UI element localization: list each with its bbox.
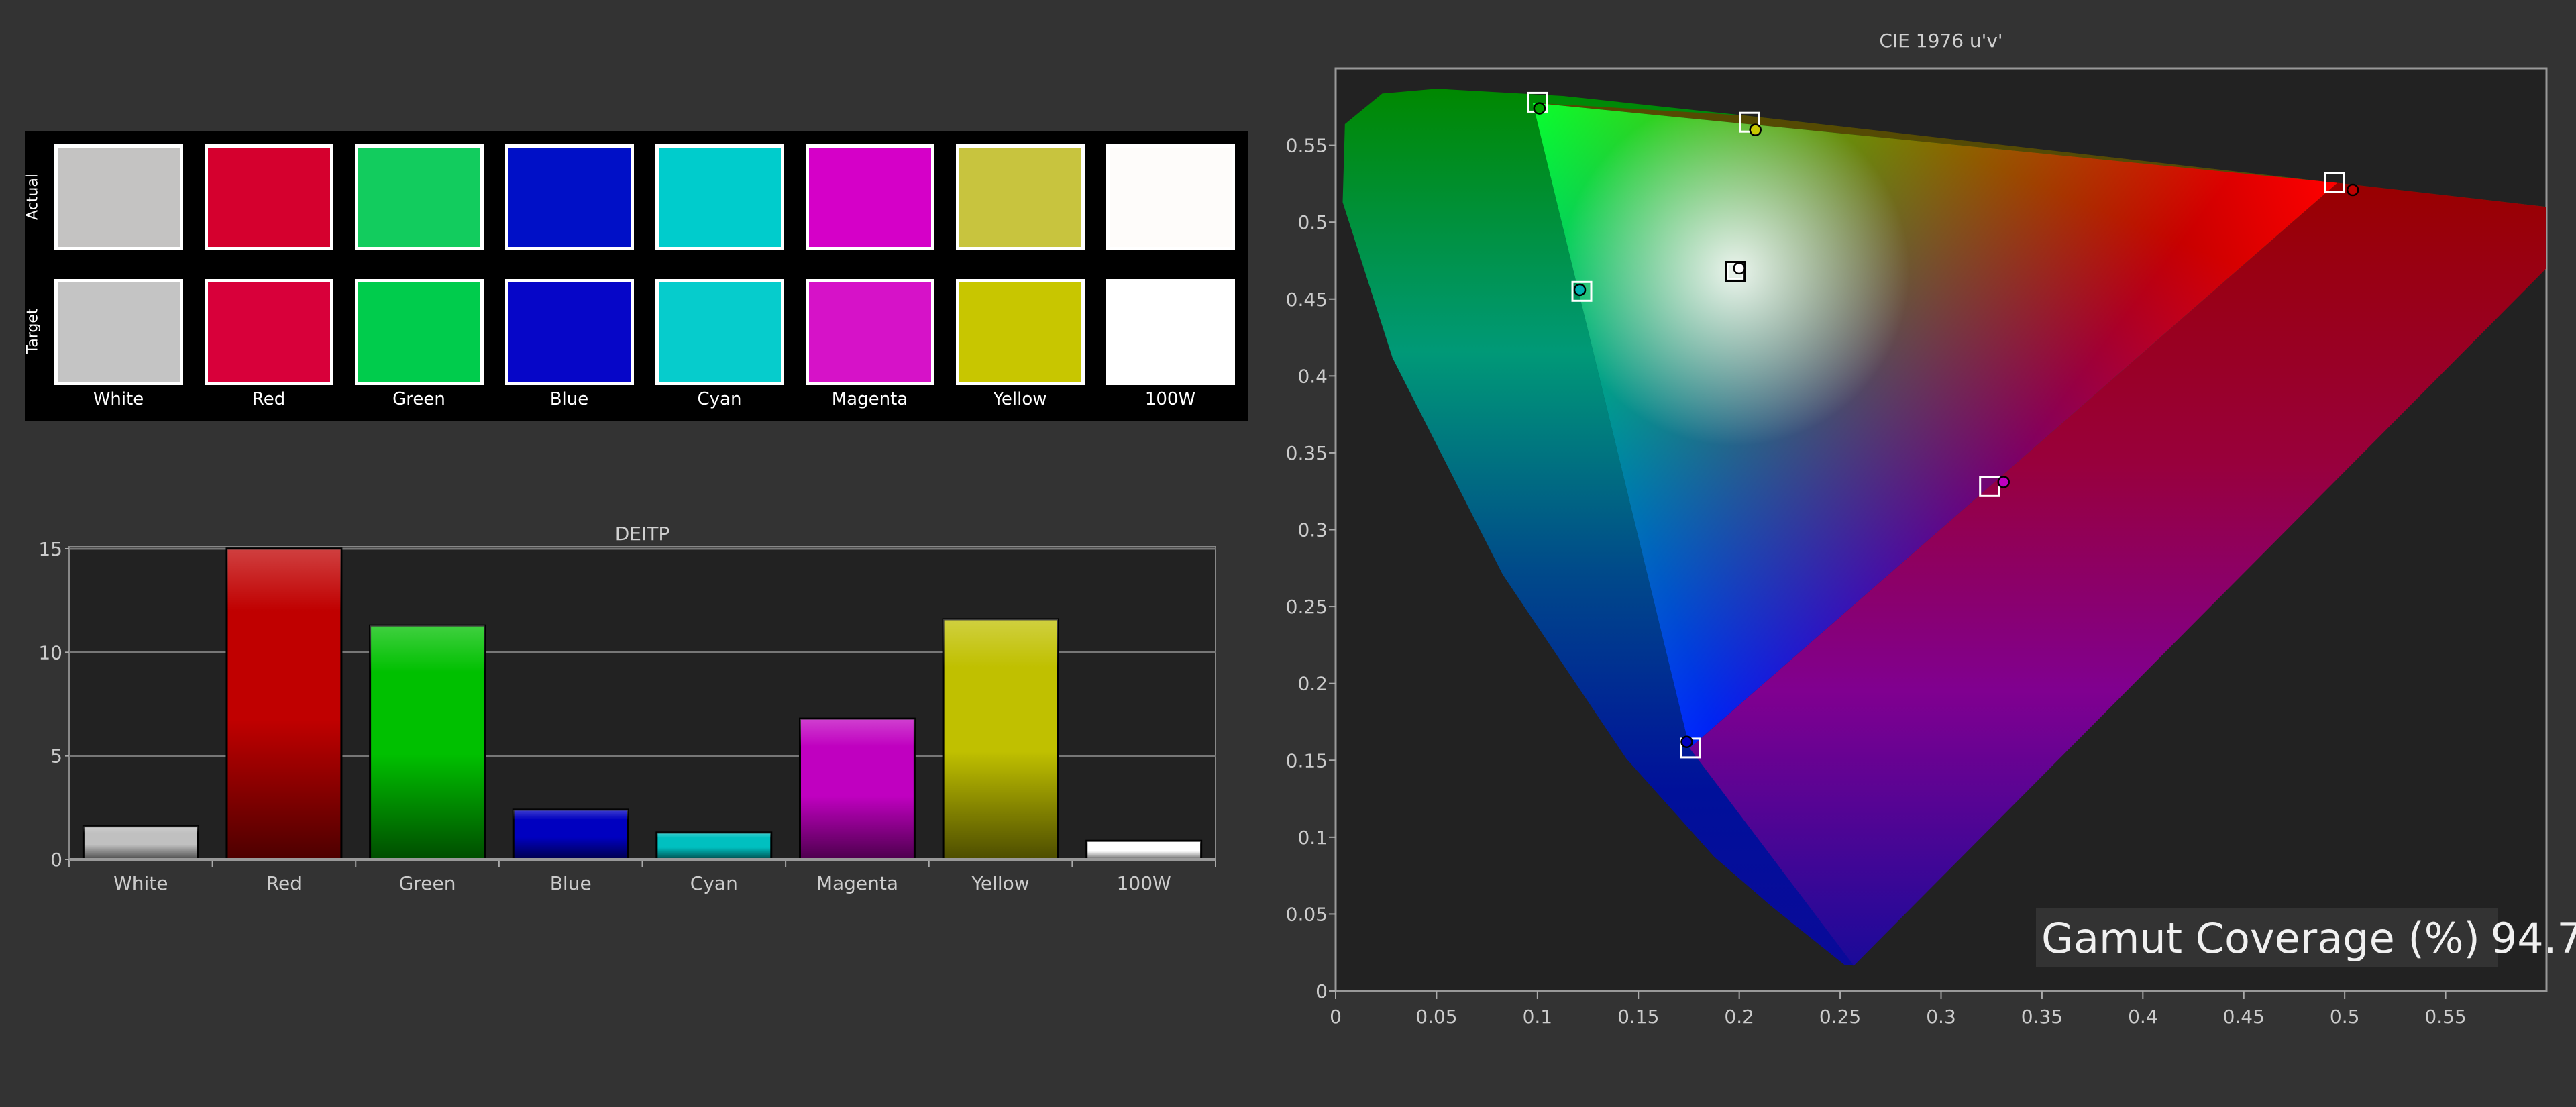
bar-shade xyxy=(83,826,199,859)
x-tick-label: 0.15 xyxy=(1617,1006,1659,1028)
swatch-target-green xyxy=(355,279,484,385)
bar-shade xyxy=(370,625,485,859)
swatch-actual-green xyxy=(355,144,484,250)
swatch-actual-red xyxy=(205,144,333,250)
swatch-actual-magenta xyxy=(806,144,934,250)
bar-shade xyxy=(800,719,915,859)
y-tick-label: 0.5 xyxy=(1297,211,1328,233)
x-tick-label: 0.5 xyxy=(2330,1006,2360,1028)
actual-marker-green xyxy=(1533,102,1546,115)
gamut-coverage-readout: Gamut Coverage (%)94.7879 xyxy=(2041,914,2576,963)
chart-title: DEITP xyxy=(615,523,670,545)
swatch-actual-cyan xyxy=(655,144,784,250)
swatch-label: 100W xyxy=(1144,389,1196,409)
y-tick-label: 5 xyxy=(50,745,62,768)
x-tick-label: 100W xyxy=(1117,872,1171,894)
deitp-bar-chart: DEITP 0 5 10 15 White Red Green Blue Cyan Magenta Y… xyxy=(38,523,1216,894)
x-tick-label: 0.05 xyxy=(1415,1006,1457,1028)
swatch-target-white xyxy=(54,279,183,385)
y-tick-label: 0 xyxy=(1316,980,1328,1002)
x-tick-label: Yellow xyxy=(971,872,1029,894)
actual-marker-blue xyxy=(1680,735,1693,748)
actual-marker-magenta xyxy=(1997,476,2010,488)
y-tick-label: 0 xyxy=(50,849,62,871)
actual-marker-cyan xyxy=(1573,283,1587,297)
x-tick-label: 0.45 xyxy=(2223,1006,2265,1028)
swatch-target-cyan xyxy=(655,279,784,385)
actual-marker-white xyxy=(1733,262,1746,275)
actual-marker-red xyxy=(2346,183,2359,197)
bar-shade xyxy=(943,619,1059,859)
x-tick-label: Red xyxy=(266,872,302,894)
x-tick-label: Magenta xyxy=(816,872,898,894)
y-tick-label: 15 xyxy=(38,538,62,560)
x-tick-label: 0.3 xyxy=(1926,1006,1956,1028)
x-tick-label: 0.1 xyxy=(1523,1006,1553,1028)
coverage-label: Gamut Coverage (%) xyxy=(2041,914,2480,963)
y-tick-label: 0.45 xyxy=(1286,288,1328,311)
y-tick-label: 0.4 xyxy=(1297,365,1328,387)
swatch-label: Green xyxy=(392,389,445,409)
y-tick-label: 0.15 xyxy=(1286,749,1328,772)
bar-shade xyxy=(1086,841,1201,859)
cie-chromaticity-chart: CIE 1976 u'v' 0 0.05 0.1 0.15 0.2 0.25 0.3 0.35 0… xyxy=(1286,30,2576,1028)
swatch-actual-blue xyxy=(505,144,634,250)
bar-shade xyxy=(656,832,771,859)
swatch-actual-yellow xyxy=(956,144,1085,250)
row-label-target: Target xyxy=(24,308,42,354)
swatch-label: White xyxy=(93,389,144,409)
x-tick-label: 0.25 xyxy=(1819,1006,1861,1028)
x-tick-label: 0 xyxy=(1330,1006,1342,1028)
swatch-actual-100w xyxy=(1106,144,1235,250)
x-tick-label: Green xyxy=(399,872,456,894)
color-swatch-panel: Actual Target White Red Green Blue Cyan Magen… xyxy=(25,131,1248,421)
y-tick-label: 0.55 xyxy=(1286,135,1328,157)
swatch-target-100w xyxy=(1106,279,1235,385)
swatch-target-red xyxy=(205,279,333,385)
x-tick-label: 0.4 xyxy=(2128,1006,2158,1028)
bar-shade xyxy=(226,549,341,859)
swatch-target-yellow xyxy=(956,279,1085,385)
target-marker-magenta xyxy=(1979,476,2000,497)
x-tick-label: 0.55 xyxy=(2424,1006,2466,1028)
x-tick-label: 0.2 xyxy=(1724,1006,1754,1028)
chart-title: CIE 1976 u'v' xyxy=(1879,30,2002,52)
target-marker-red xyxy=(2324,172,2345,193)
y-tick-label: 0.1 xyxy=(1297,827,1328,849)
target-marker-yellow xyxy=(1739,111,1760,133)
bar-shade xyxy=(513,809,629,859)
purple-region xyxy=(1689,182,2546,966)
y-tick-label: 0.2 xyxy=(1297,673,1328,695)
x-tick-label: Blue xyxy=(550,872,592,894)
swatch-label: Cyan xyxy=(697,389,742,409)
coverage-box xyxy=(2036,908,2498,967)
swatch-label: Yellow xyxy=(993,389,1047,409)
actual-marker-yellow xyxy=(1749,123,1762,136)
target-marker-cyan xyxy=(1571,280,1593,302)
swatch-label: Magenta xyxy=(831,389,908,409)
swatch-target-magenta xyxy=(806,279,934,385)
y-tick-label: 0.25 xyxy=(1286,596,1328,618)
x-tick-label: 0.35 xyxy=(2021,1006,2063,1028)
row-label-actual: Actual xyxy=(24,174,42,220)
y-tick-label: 0.3 xyxy=(1297,519,1328,541)
swatch-actual-white xyxy=(54,144,183,250)
x-tick-label: White xyxy=(113,872,168,894)
swatch-label: Blue xyxy=(549,389,589,409)
y-tick-label: 10 xyxy=(38,641,62,664)
x-tick-label: Cyan xyxy=(690,872,738,894)
swatch-target-blue xyxy=(505,279,634,385)
y-tick-label: 0.05 xyxy=(1286,903,1328,925)
swatch-label: Red xyxy=(252,389,286,409)
y-tick-label: 0.35 xyxy=(1286,442,1328,464)
coverage-value: 94.7879 xyxy=(2491,914,2576,963)
